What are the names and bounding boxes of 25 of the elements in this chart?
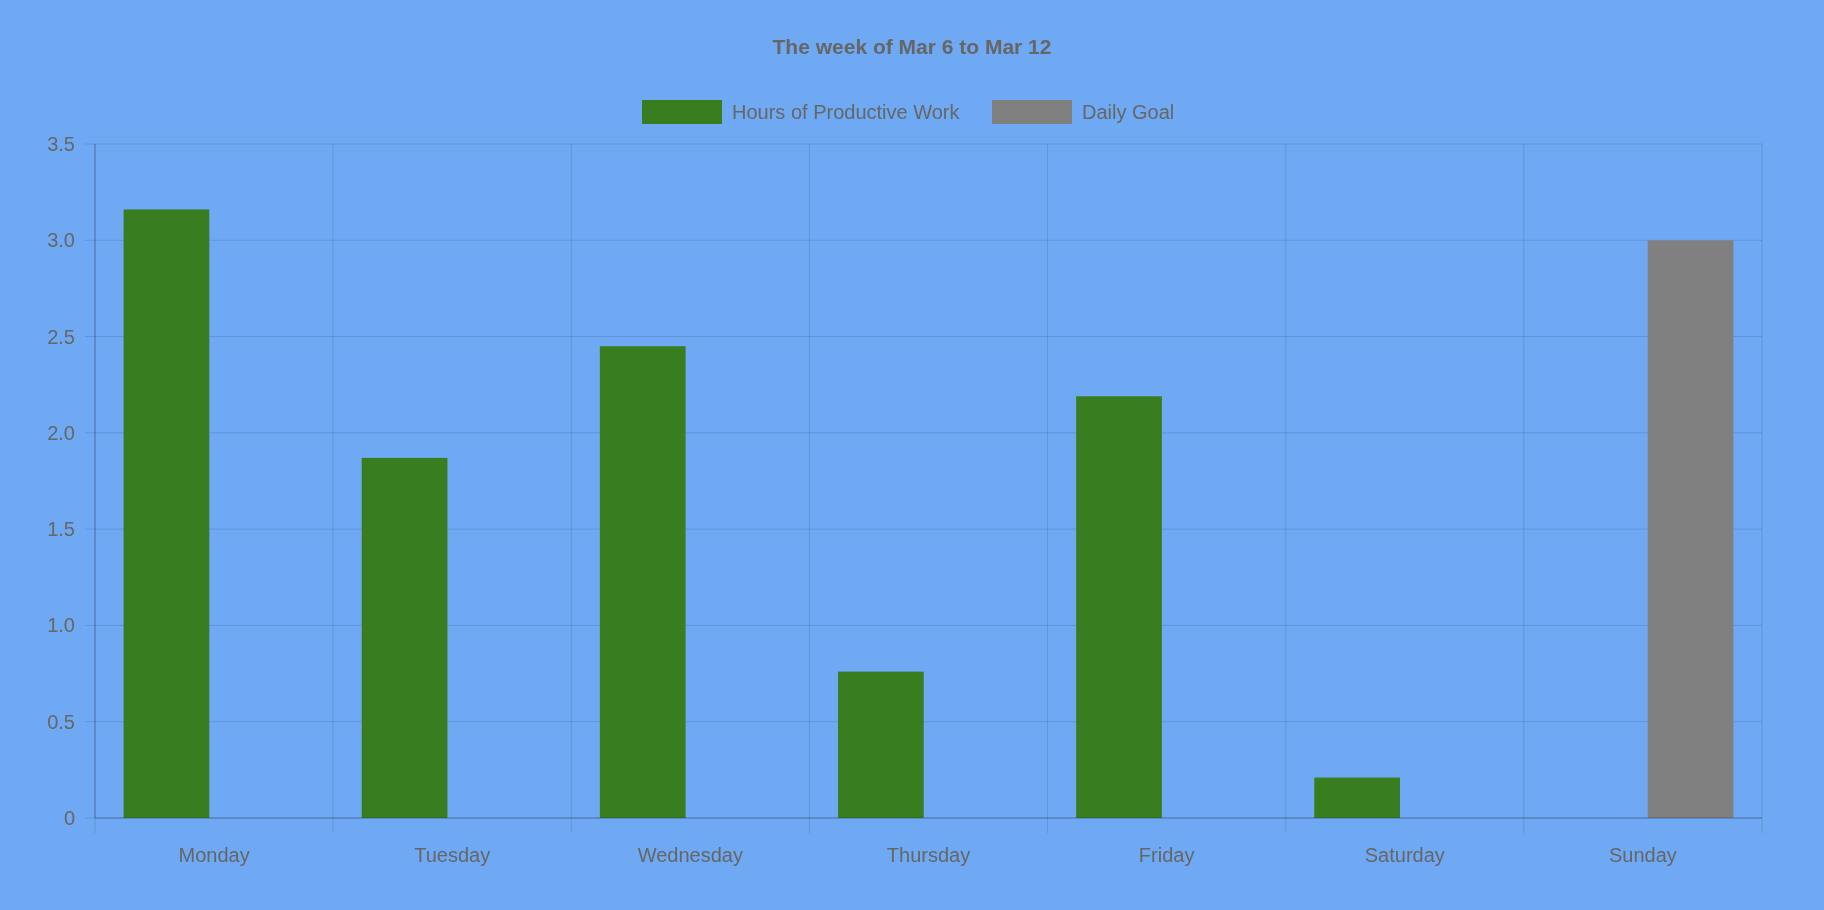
bar [1076, 396, 1162, 818]
bar [123, 209, 210, 818]
y-tick-label: 0.5 [47, 710, 75, 733]
y-tick-label: 3.5 [47, 133, 75, 155]
y-tick-label: 1.0 [47, 614, 75, 637]
x-tick-label: Tuesday [414, 844, 491, 866]
y-tick-label: 2.0 [47, 421, 75, 444]
bar [599, 346, 686, 818]
y-tick-label: 2.5 [47, 325, 75, 348]
x-tick-label: Sunday [1609, 844, 1677, 866]
x-tick-label: Friday [1138, 844, 1195, 866]
y-tick-label: 0 [63, 807, 75, 829]
bar [1647, 240, 1734, 818]
legend-label: Daily Goal [1082, 101, 1175, 123]
bar [361, 457, 448, 818]
x-tick-label: Wednesday [637, 844, 743, 866]
y-tick-label: 3.0 [47, 229, 75, 252]
chart-title: The week of Mar 6 to Mar 12 [772, 34, 1052, 58]
bar [838, 671, 924, 818]
legend-label: Hours of Productive Work [732, 101, 961, 123]
x-tick-label: Monday [178, 844, 250, 866]
bar [1314, 777, 1401, 818]
y-tick-label: 1.5 [47, 518, 75, 541]
x-tick-label: Thursday [886, 844, 971, 866]
x-tick-label: Saturday [1364, 844, 1445, 866]
